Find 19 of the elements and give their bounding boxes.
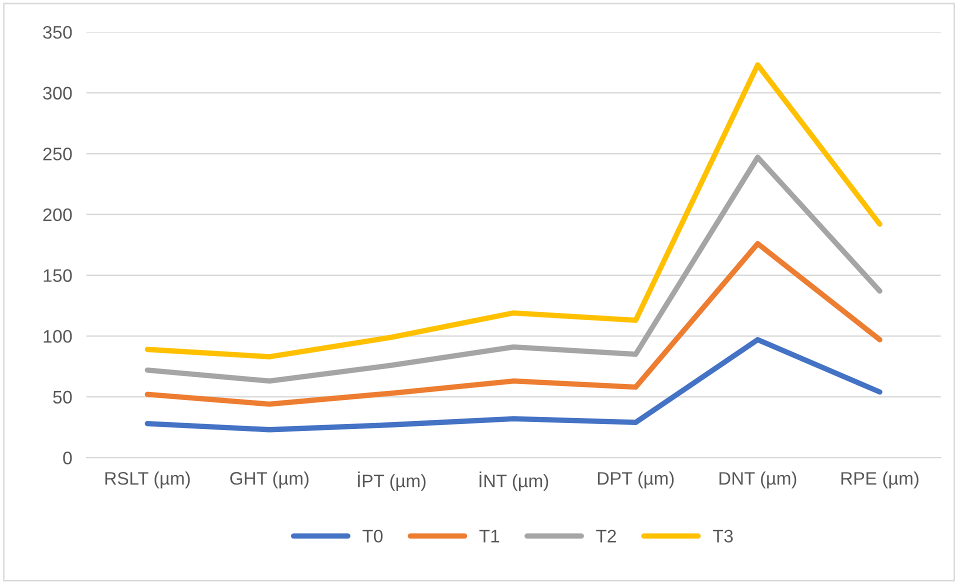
legend-label: T1 xyxy=(479,530,500,542)
y-tick-label: 300 xyxy=(43,86,72,100)
x-tick-label: RPE (µm) xyxy=(841,472,918,488)
y-tick-label: 200 xyxy=(43,208,72,222)
x-tick-label: DNT (µm) xyxy=(720,472,796,488)
y-tick-label: 50 xyxy=(53,390,72,404)
y-tick-label: 0 xyxy=(63,452,72,464)
x-tick-label: İNT (µm) xyxy=(480,472,548,491)
legend-label: T0 xyxy=(362,530,383,542)
x-tick-label: RSLT (µm) xyxy=(105,472,190,488)
legend-label: T2 xyxy=(596,530,616,542)
x-tick-label: GHT (µm) xyxy=(230,472,309,488)
y-tick-label: 250 xyxy=(43,148,72,160)
x-tick-label: İPT (µm) xyxy=(358,472,426,491)
x-tick-label: DPT (µm) xyxy=(598,472,674,488)
legend-label: T3 xyxy=(712,530,733,542)
y-tick-label: 150 xyxy=(44,269,72,282)
y-tick-label: 350 xyxy=(43,26,72,39)
y-tick-label: 100 xyxy=(44,330,72,343)
